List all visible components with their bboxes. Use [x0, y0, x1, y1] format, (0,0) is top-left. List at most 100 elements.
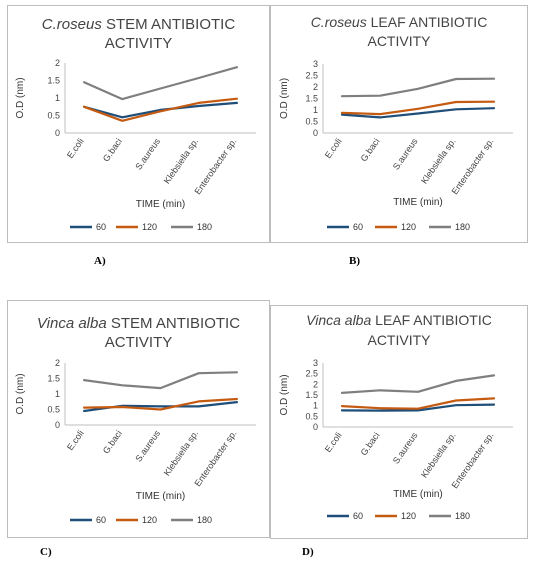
y-tick-label: 0 [55, 420, 60, 430]
x-tick-label: G.baci [359, 136, 382, 163]
legend-label: 60 [353, 222, 363, 232]
x-axis-label: TIME (min) [136, 199, 185, 210]
y-tick-label: 1 [313, 105, 318, 115]
y-tick-label: 0 [313, 128, 318, 138]
chart-title-species: Vinca alba [37, 315, 107, 332]
chart-title-rest: STEM ANTIBIOTIC [107, 315, 241, 332]
panel-label-b: B) [349, 255, 360, 267]
chart-title-line2: ACTIVITY [105, 35, 173, 52]
y-tick-label: 1.5 [305, 390, 318, 400]
x-tick-label: Enterobacter sp. [450, 136, 496, 196]
series-line-60 [340, 403, 496, 412]
y-tick-label: 2.5 [305, 369, 318, 379]
chart-title-c: Vinca alba STEM ANTIBIOTIC [37, 315, 240, 332]
chart-panel-b: C.roseus LEAF ANTIBIOTIC ACTIVITY 0 0.5 1 1.5… [270, 5, 528, 243]
chart-svg-d: Vinca alba LEAF ANTIBIOTICACTIVITY00.511… [279, 312, 513, 521]
y-tick-label: 1.5 [47, 76, 60, 86]
legend-label: 180 [455, 511, 470, 521]
chart-title-rest: LEAF ANTIBIOTIC [371, 312, 492, 328]
y-tick-label: 0.5 [47, 111, 60, 121]
y-axis-label: O.D (nm) [279, 78, 290, 119]
chart-title-line2: ACTIVITY [105, 334, 173, 351]
legend-label: 60 [353, 511, 363, 521]
y-tick-label: 1 [55, 389, 60, 399]
chart-svg-b: C.roseus LEAF ANTIBIOTIC ACTIVITY 00.5 11.5… [279, 14, 513, 232]
x-axis-label: TIME (min) [393, 489, 442, 500]
y-tick-label: 0.5 [305, 117, 318, 127]
x-tick-label: E.coli [323, 136, 344, 160]
legend-label: 180 [197, 515, 212, 525]
y-axis-label: O.D (nm) [15, 373, 26, 414]
x-tick-label: Enterobacter sp. [192, 136, 238, 196]
y-tick-label: 1.5 [305, 94, 318, 104]
panel-label-d: D) [302, 546, 314, 558]
x-tick-label: Klebsiella sp. [419, 430, 458, 479]
x-tick-label: S.aureus [133, 428, 162, 464]
x-tick-label: S.aureus [391, 430, 420, 466]
x-axis-label: TIME (min) [136, 491, 185, 502]
y-axis-label: O.D (nm) [15, 77, 26, 118]
chart-title-b: C.roseus LEAF ANTIBIOTIC [311, 14, 488, 30]
y-tick-label: 2.5 [305, 71, 318, 81]
legend-label: 60 [96, 515, 106, 525]
x-tick-label: Enterobacter sp. [192, 428, 238, 488]
chart-title-a: C.roseus STEM ANTIBIOTIC [42, 16, 236, 33]
series-line-120 [82, 97, 238, 122]
x-tick-label: E.coli [65, 136, 86, 160]
x-axis-label: TIME (min) [393, 197, 442, 208]
y-tick-label: 2 [313, 82, 318, 92]
chart-title-rest: LEAF ANTIBIOTIC [367, 14, 488, 30]
x-tick-label: Klebsiella sp. [162, 136, 201, 185]
chart-panel-c: Vinca alba STEM ANTIBIOTIC ACTIVITY 0 0.5 1 1… [7, 300, 270, 538]
y-axis-label: O.D (nm) [279, 374, 290, 415]
x-tick-label: Klebsiella sp. [419, 136, 458, 185]
chart-title-species: Vinca alba [306, 312, 371, 328]
chart-svg-c: Vinca alba STEM ANTIBIOTIC ACTIVITY 0 0.5 1 1… [15, 315, 256, 525]
y-tick-label: 1 [313, 401, 318, 411]
legend-label: 180 [455, 222, 470, 232]
chart-title-rest: STEM ANTIBIOTIC [102, 16, 236, 33]
y-tick-label: 0 [55, 128, 60, 138]
panel-label-c: C) [40, 546, 52, 558]
series-line-120 [340, 100, 496, 116]
y-tick-label: 2 [55, 358, 60, 368]
x-tick-label: G.baci [359, 430, 382, 457]
series-line-180 [82, 371, 238, 390]
y-tick-label: 1.5 [47, 374, 60, 384]
legend-label: 60 [96, 222, 106, 232]
y-tick-label: 0.5 [47, 405, 60, 415]
legend-label: 120 [142, 515, 157, 525]
x-tick-label: G.baci [101, 428, 124, 455]
y-tick-label: 0.5 [305, 411, 318, 421]
series-line-180 [340, 77, 496, 98]
chart-title-species: C.roseus [311, 14, 367, 30]
legend-label: 180 [197, 222, 212, 232]
legend-label: 120 [401, 222, 416, 232]
y-tick-label: 1 [55, 93, 60, 103]
chart-title-d: Vinca alba LEAF ANTIBIOTIC [306, 312, 492, 328]
x-tick-label: G.baci [101, 136, 124, 163]
x-tick-label: Klebsiella sp. [162, 428, 201, 477]
series-line-180 [340, 374, 496, 395]
series-line-180 [82, 66, 238, 101]
y-tick-label: 3 [313, 59, 318, 69]
legend-label: 120 [142, 222, 157, 232]
chart-title-species: C.roseus [42, 16, 103, 33]
series-line-60 [340, 107, 496, 119]
legend-label: 120 [401, 511, 416, 521]
x-tick-label: S.aureus [391, 136, 420, 172]
panel-label-a: A) [94, 255, 106, 267]
x-tick-label: E.coli [65, 428, 86, 452]
y-tick-label: 2 [313, 379, 318, 389]
chart-title-line2: ACTIVITY [367, 33, 431, 49]
y-tick-label: 0 [313, 422, 318, 432]
chart-panel-a: C.roseus STEM ANTIBIOTIC ACTIVITY 0 0.5 1 1.5… [7, 5, 270, 243]
x-tick-label: S.aureus [133, 136, 162, 172]
series-line-120 [82, 397, 238, 411]
series-line-120 [340, 397, 496, 410]
chart-title-line2: ACTIVITY [367, 332, 431, 348]
x-tick-label: Enterobacter sp. [450, 430, 496, 490]
y-tick-label: 3 [313, 358, 318, 368]
series-line-60 [82, 101, 238, 119]
x-tick-label: E.coli [323, 430, 344, 454]
